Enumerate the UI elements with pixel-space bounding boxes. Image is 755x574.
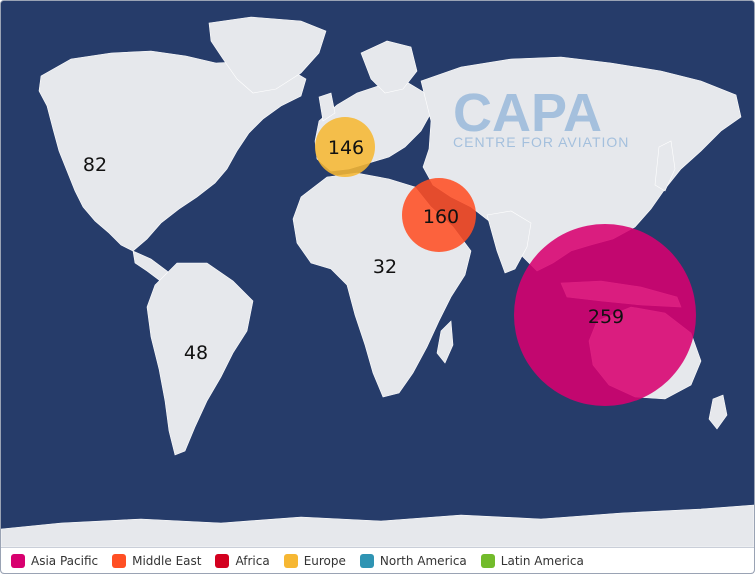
india-landmass [486, 210, 532, 274]
greenland-landmass [208, 16, 327, 94]
capa-logo-subtext: CENTRE FOR AVIATION [453, 134, 629, 150]
legend-swatch [215, 553, 230, 568]
legend-label: North America [379, 553, 467, 568]
british-isles-landmass [318, 92, 336, 122]
legend-swatch [480, 553, 495, 568]
new-zealand-landmass [708, 394, 728, 430]
legend-swatch [359, 553, 374, 568]
map-legend: Asia Pacific Middle East Africa Europe N… [1, 547, 754, 573]
asia-pacific-bubble[interactable] [514, 224, 696, 406]
japan-landmass [654, 140, 676, 192]
legend-item-middle-east[interactable]: Middle East [112, 553, 202, 568]
middle-east-value-label: 160 [423, 206, 459, 228]
legend-label: Europe [303, 553, 346, 568]
legend-item-europe[interactable]: Europe [283, 553, 346, 568]
legend-label: Asia Pacific [31, 553, 99, 568]
middle-east-bubble[interactable] [402, 178, 476, 252]
asia-pacific-value-label: 259 [588, 306, 624, 328]
latin-america-value-label: 48 [184, 342, 208, 364]
legend-swatch [283, 553, 298, 568]
africa-value-label: 32 [373, 256, 397, 278]
legend-item-north-america[interactable]: North America [359, 553, 467, 568]
legend-label: Latin America [500, 553, 584, 568]
madagascar-landmass [436, 320, 454, 364]
scandinavia-landmass [360, 40, 418, 94]
capa-logo: CAPA CENTRE FOR AVIATION [453, 83, 629, 150]
legend-item-africa[interactable]: Africa [215, 553, 270, 568]
legend-label: Middle East [132, 553, 202, 568]
europe-value-label: 146 [328, 137, 364, 159]
europe-bubble[interactable] [315, 117, 375, 177]
antarctica-landmass [1, 504, 754, 547]
legend-swatch [112, 553, 127, 568]
capa-logo-text: CAPA [453, 83, 602, 143]
legend-item-latin-america[interactable]: Latin America [480, 553, 584, 568]
world-map: CAPA CENTRE FOR AVIATION 259 160 32 146 … [1, 1, 754, 547]
south-america-landmass [146, 262, 254, 456]
legend-label: Africa [235, 553, 270, 568]
north-america-value-label: 82 [83, 154, 107, 176]
north-america-landmass [38, 50, 307, 252]
legend-item-asia-pacific[interactable]: Asia Pacific [11, 553, 99, 568]
legend-swatch [11, 553, 25, 568]
